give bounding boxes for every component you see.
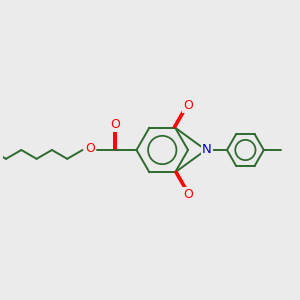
Text: O: O [85, 142, 95, 155]
Text: O: O [111, 118, 121, 131]
Text: O: O [183, 188, 193, 201]
Text: N: N [202, 143, 212, 157]
Text: O: O [183, 99, 193, 112]
